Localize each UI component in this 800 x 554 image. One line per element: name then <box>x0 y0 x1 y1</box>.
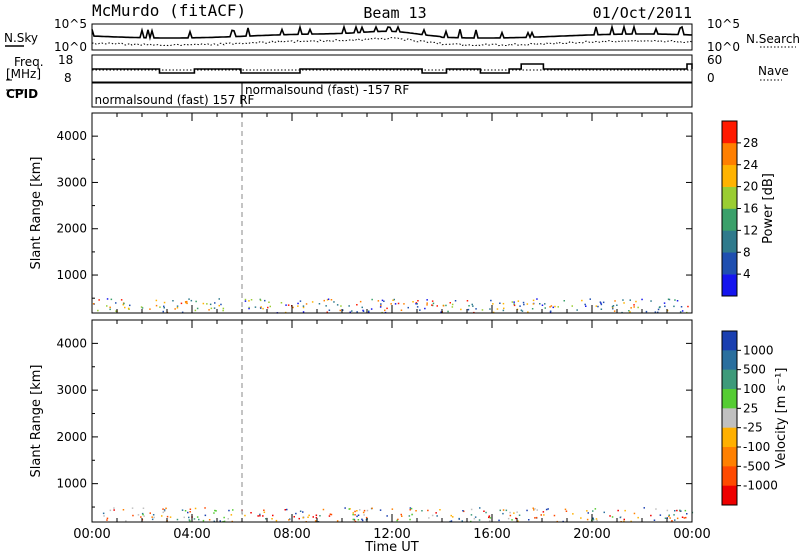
freq-label-1: Freq. <box>14 55 44 69</box>
date-label: 01/Oct/2011 <box>593 4 692 22</box>
freq-label-2: [MHz] <box>6 67 41 81</box>
nsky-panel: N.Sky 10^5 10^0 10^5 10^0 N.Search <box>4 17 800 54</box>
nave-label: Nave <box>758 64 789 78</box>
cpid-panel: CPID normalsound (fast) 157 RF normalsou… <box>6 82 693 108</box>
nave-tick-top: 60 <box>707 53 722 67</box>
nsky-series <box>91 23 692 41</box>
nsky-label: N.Sky <box>4 31 38 45</box>
plot-area <box>92 113 692 313</box>
nave-tick-bottom: 0 <box>707 71 715 85</box>
cpid-entry-1: normalsound (fast) -157 RF <box>245 83 409 97</box>
nsearch-tick-bottom: 10^0 <box>707 40 740 54</box>
nsky-tick-bottom: 10^0 <box>54 40 87 54</box>
cpid-label: CPID <box>6 87 38 101</box>
freq-tick-bottom: 8 <box>64 71 72 85</box>
station-title: McMurdo (fitACF) <box>92 1 246 20</box>
freq-tick-top: 18 <box>58 53 73 67</box>
beam-label: Beam 13 <box>363 4 426 22</box>
cpid-entry-0: normalsound (fast) 157 RF <box>95 93 255 107</box>
nsearch-tick-top: 10^5 <box>707 17 740 31</box>
nsky-tick-top: 10^5 <box>54 17 87 31</box>
freq-panel: Freq. [MHz] 18 8 60 0 Nave <box>6 53 789 85</box>
freq-series <box>92 63 693 74</box>
nsearch-label: N.Search <box>746 32 800 46</box>
nsearch-series <box>91 37 693 47</box>
